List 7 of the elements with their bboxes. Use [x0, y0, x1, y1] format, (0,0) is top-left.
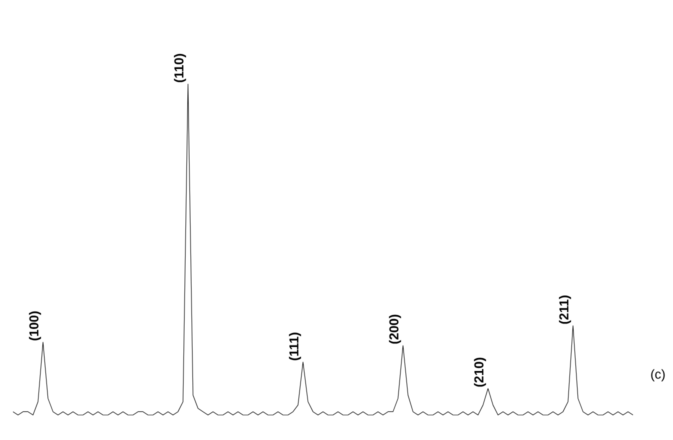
annotation: (211): [558, 296, 572, 324]
text: (c): [651, 369, 665, 382]
text: (110): [174, 54, 186, 82]
annotation: (210): [474, 358, 486, 387]
annotation: (200): [388, 314, 402, 344]
annotation: (100): [28, 311, 42, 340]
annotation: (111): [288, 332, 302, 360]
